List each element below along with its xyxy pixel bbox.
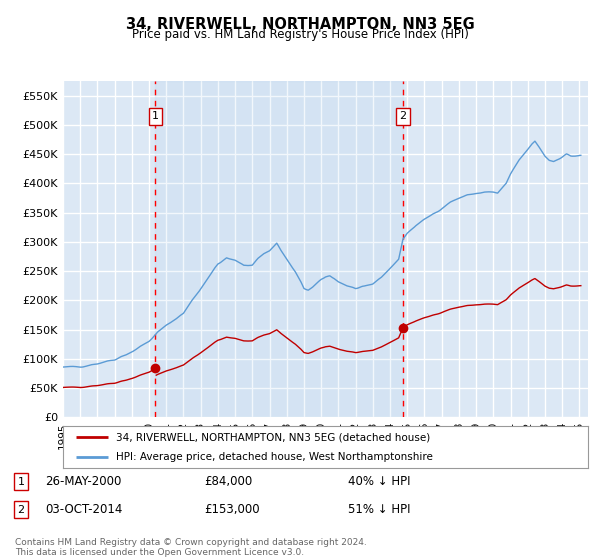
Bar [155, 81, 403, 417]
Text: £84,000: £84,000 [204, 475, 252, 488]
Text: 1: 1 [17, 477, 25, 487]
Text: 51% ↓ HPI: 51% ↓ HPI [348, 503, 410, 516]
Text: £153,000: £153,000 [204, 503, 260, 516]
Text: 1: 1 [152, 111, 159, 122]
Text: 34, RIVERWELL, NORTHAMPTON, NN3 5EG (detached house): 34, RIVERWELL, NORTHAMPTON, NN3 5EG (det… [115, 432, 430, 442]
Text: HPI: Average price, detached house, West Northamptonshire: HPI: Average price, detached house, West… [115, 452, 433, 462]
Text: 03-OCT-2014: 03-OCT-2014 [45, 503, 122, 516]
Text: 26-MAY-2000: 26-MAY-2000 [45, 475, 121, 488]
Text: Price paid vs. HM Land Registry's House Price Index (HPI): Price paid vs. HM Land Registry's House … [131, 28, 469, 41]
Text: 2: 2 [400, 111, 407, 122]
Text: 34, RIVERWELL, NORTHAMPTON, NN3 5EG: 34, RIVERWELL, NORTHAMPTON, NN3 5EG [125, 17, 475, 32]
Text: Contains HM Land Registry data © Crown copyright and database right 2024.
This d: Contains HM Land Registry data © Crown c… [15, 538, 367, 557]
Text: 40% ↓ HPI: 40% ↓ HPI [348, 475, 410, 488]
Text: 2: 2 [17, 505, 25, 515]
